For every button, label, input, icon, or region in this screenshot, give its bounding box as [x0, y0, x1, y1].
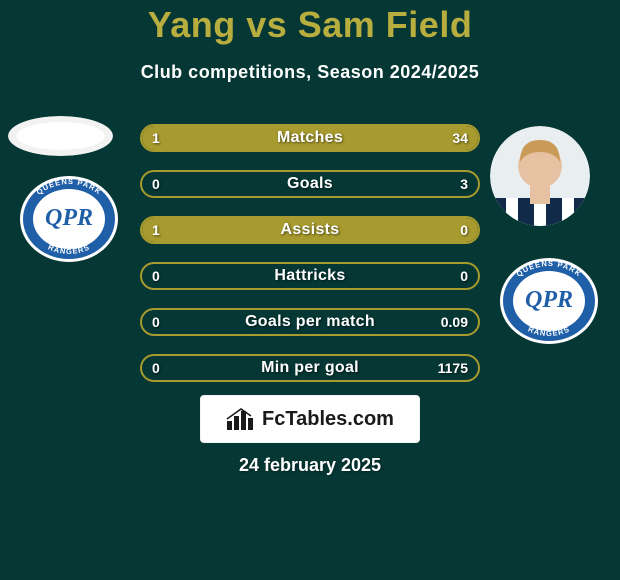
- stats-bars: 1Matches340Goals31Assists00Hattricks00Go…: [140, 124, 480, 400]
- subtitle-text: Club competitions, Season 2024/2025: [141, 62, 480, 82]
- avatar-right-icon: [490, 126, 590, 226]
- stat-label: Goals: [142, 172, 478, 196]
- stat-bar: 0Hattricks0: [140, 262, 480, 290]
- stat-bar: 0Goals per match0.09: [140, 308, 480, 336]
- title-text: Yang vs Sam Field: [148, 4, 473, 45]
- infographic-canvas: Yang vs Sam Field Club competitions, Sea…: [0, 0, 620, 580]
- stat-right-value: 0.09: [441, 310, 468, 334]
- stat-bar: 1Matches34: [140, 124, 480, 152]
- stat-bar: 0Min per goal1175: [140, 354, 480, 382]
- subtitle: Club competitions, Season 2024/2025: [0, 62, 620, 83]
- stat-right-value: 34: [452, 126, 468, 150]
- stat-label: Assists: [142, 218, 478, 242]
- footer-date: 24 february 2025: [0, 455, 620, 476]
- footer-date-text: 24 february 2025: [239, 455, 381, 475]
- stat-bar: 0Goals3: [140, 170, 480, 198]
- stat-label: Min per goal: [142, 356, 478, 380]
- stat-right-value: 3: [460, 172, 468, 196]
- club-badge-icon: QPR QUEENS PARK RANGERS: [500, 258, 598, 344]
- stat-label: Hattricks: [142, 264, 478, 288]
- stat-right-value: 0: [460, 264, 468, 288]
- stat-label: Matches: [142, 126, 478, 150]
- page-title: Yang vs Sam Field: [0, 4, 620, 46]
- player-right-avatar: [490, 126, 590, 226]
- player-left-club-badge: QPR QUEENS PARK RANGERS: [20, 176, 118, 262]
- stat-right-value: 0: [460, 218, 468, 242]
- stat-bar: 1Assists0: [140, 216, 480, 244]
- stat-right-value: 1175: [438, 356, 468, 380]
- player-left-avatar: [8, 116, 113, 156]
- svg-text:QPR: QPR: [45, 205, 93, 231]
- brand-box: FcTables.com: [200, 395, 420, 443]
- brand-text: FcTables.com: [262, 408, 394, 431]
- club-badge-icon: QPR QUEENS PARK RANGERS: [20, 176, 118, 262]
- player-right-club-badge: QPR QUEENS PARK RANGERS: [500, 258, 598, 344]
- svg-text:QPR: QPR: [525, 287, 573, 313]
- brand-bars-icon: [226, 407, 254, 431]
- stat-label: Goals per match: [142, 310, 478, 334]
- avatar-left-icon: [8, 116, 113, 156]
